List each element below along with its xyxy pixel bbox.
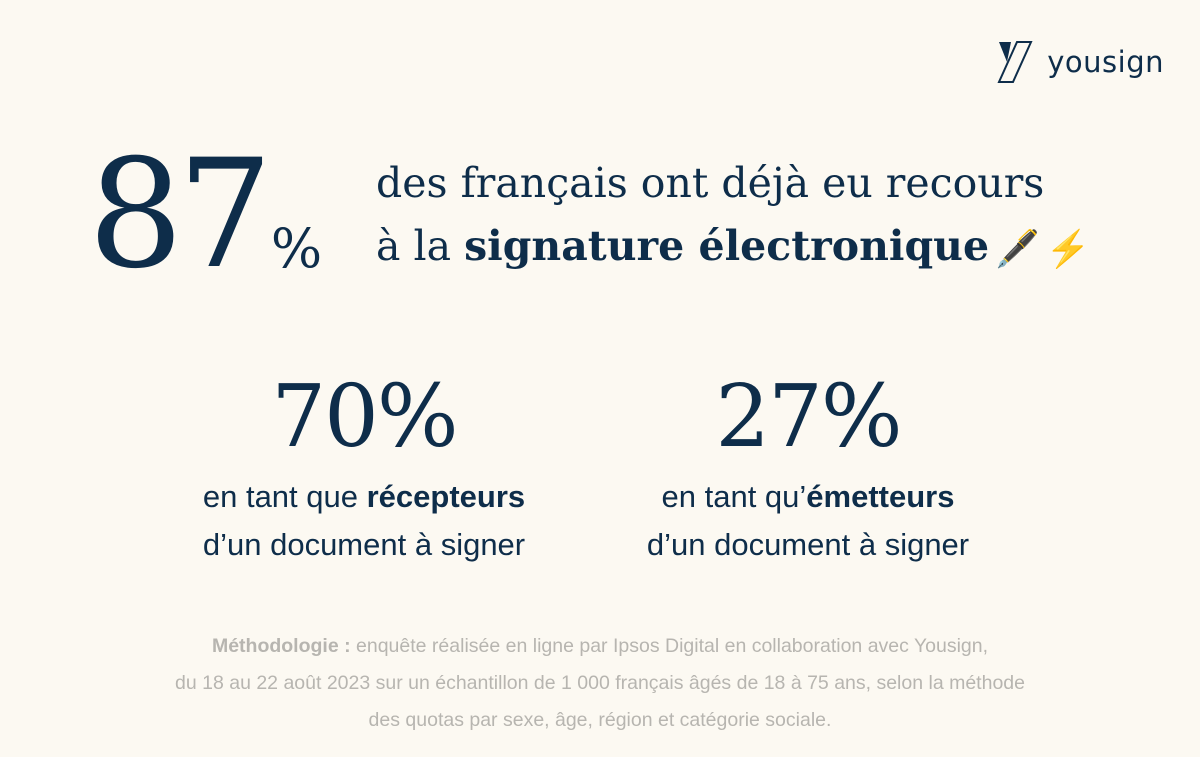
stat-desc-line-2: d’un document à signer (646, 526, 970, 562)
headline-line-2: à la signature électronique 🖋️ ⚡ (376, 215, 1091, 281)
stat-value: 27% (715, 367, 902, 467)
pen-icon: 🖋️ (995, 229, 1040, 270)
stat-desc-bold: émetteurs (806, 478, 955, 514)
stat-desc-prefix: en tant que (202, 478, 367, 514)
methodology-line-2: du 18 au 22 août 2023 sur un échantillon… (175, 672, 1025, 694)
stat-senders: 27% en tant qu’émetteurs d’un document à… (568, 370, 1048, 569)
brand-name: yousign (1047, 45, 1164, 79)
headline-line-1: des français ont déjà eu recours (376, 159, 1045, 207)
stat-description: en tant que récepteurs d’un document à s… (124, 473, 604, 569)
stat-description: en tant qu’émetteurs d’un document à sig… (568, 473, 1048, 569)
methodology-label: Méthodologie : (211, 635, 351, 657)
stat-desc-bold: récepteurs (366, 478, 526, 514)
hero-headline: des français ont déjà eu recours à la si… (376, 152, 1091, 281)
yousign-logo: yousign (997, 40, 1164, 84)
stat-value: 70% (271, 367, 458, 467)
methodology-note: Méthodologie : enquête réalisée en ligne… (0, 628, 1200, 739)
stat-desc-line-2: d’un document à signer (202, 526, 526, 562)
hero-percent-sign: % (270, 217, 323, 280)
headline-bold: signature électronique (464, 222, 990, 270)
lightning-icon: ⚡ (1045, 229, 1091, 270)
headline-prefix: à la (376, 222, 465, 270)
hero-stat: 87 % (88, 140, 322, 290)
methodology-line-3: des quotas par sexe, âge, région et caté… (368, 709, 832, 731)
methodology-line-1: enquête réalisée en ligne par Ipsos Digi… (350, 635, 989, 657)
stat-desc-prefix: en tant qu’ (661, 478, 807, 514)
yousign-mark-icon (997, 41, 1033, 83)
stat-receivers: 70% en tant que récepteurs d’un document… (124, 370, 604, 569)
hero-number: 87 (88, 128, 273, 302)
